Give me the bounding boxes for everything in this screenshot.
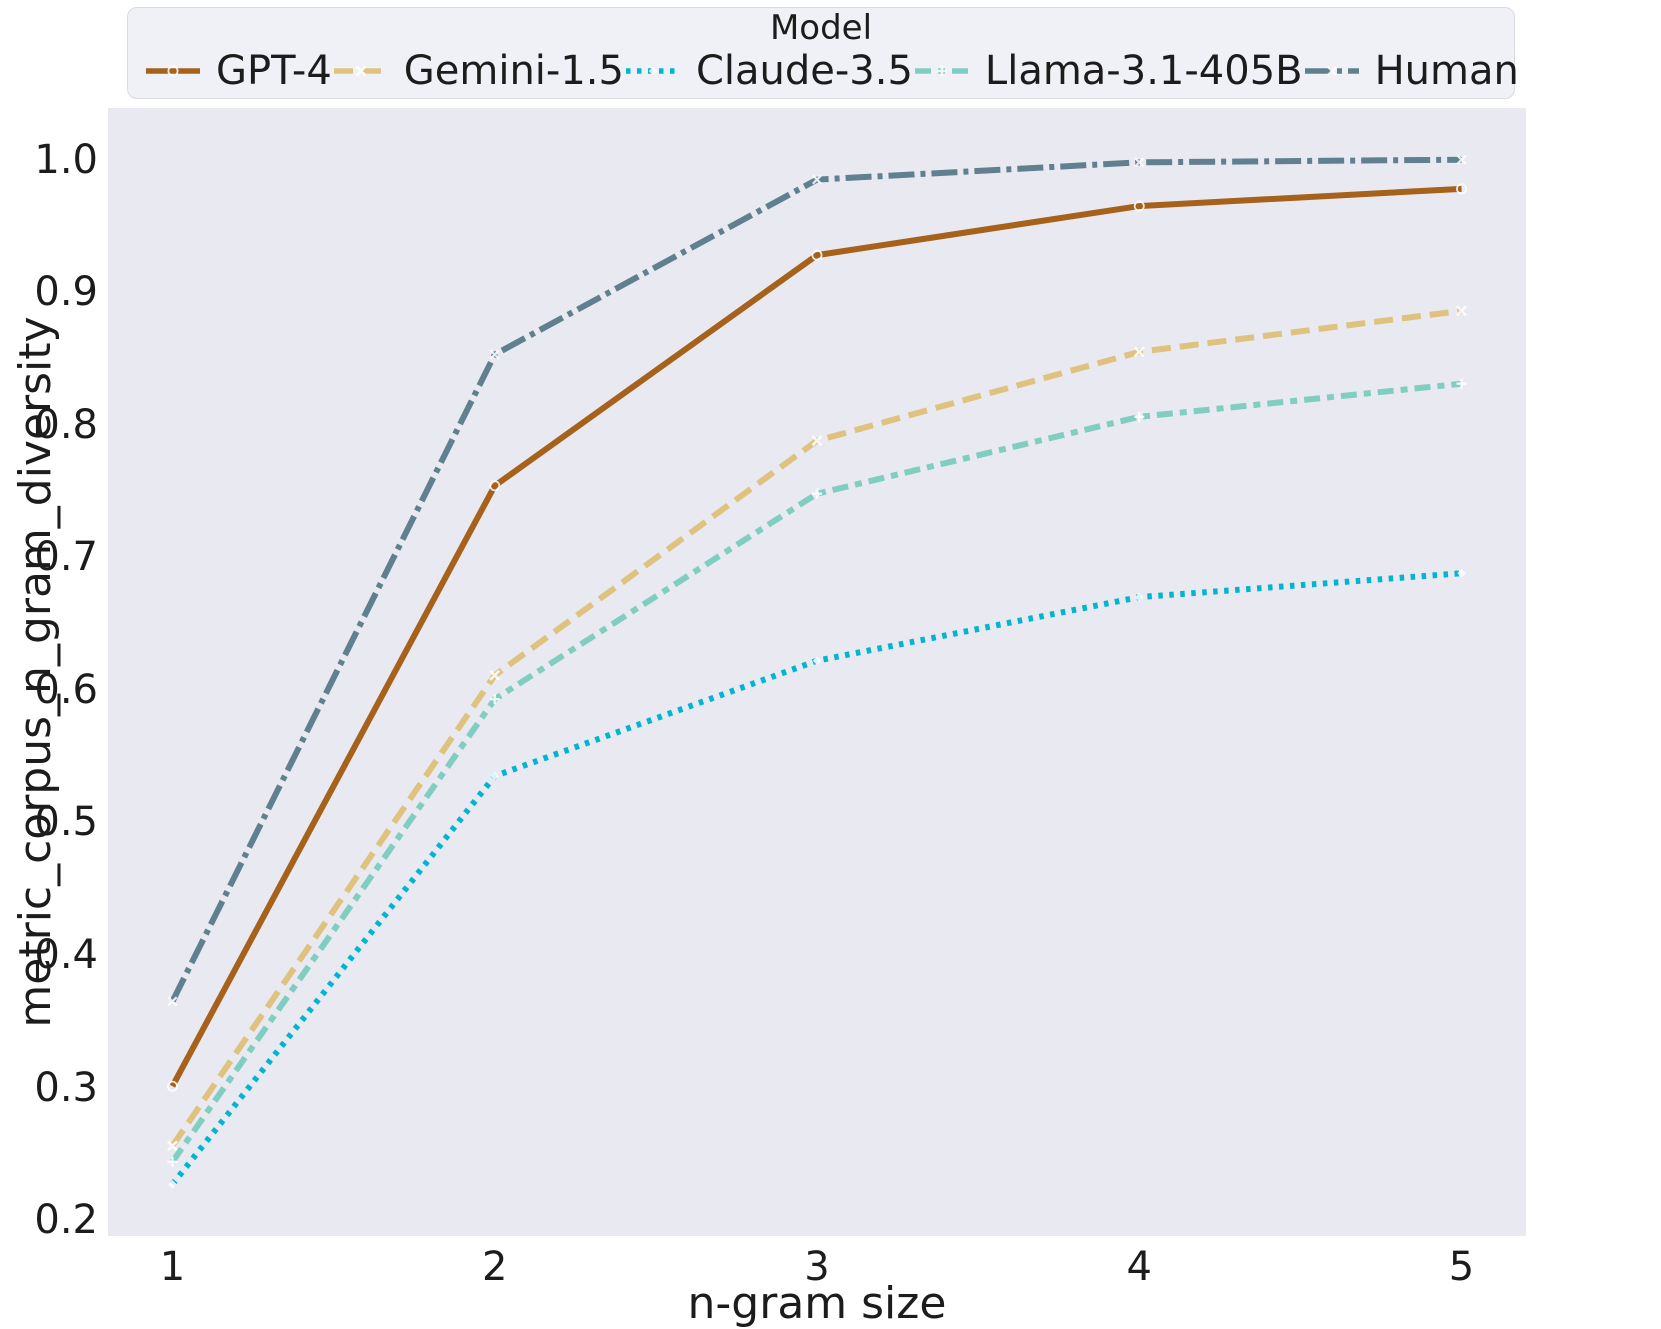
point-marker — [648, 66, 658, 76]
y-tick-label: 0.9 — [34, 269, 98, 316]
y-tick-label: 0.6 — [34, 666, 98, 713]
series-claude-3-5 — [168, 569, 1466, 1189]
y-tick-label: 0.8 — [34, 401, 98, 448]
point-marker — [1456, 305, 1468, 317]
legend-item-label: Llama-3.1-405B — [984, 48, 1303, 94]
legend-item-label: Gemini-1.5 — [403, 48, 624, 94]
legend-item-label: Human — [1374, 48, 1519, 94]
x-tick-label: 4 — [1126, 1244, 1152, 1290]
legend-item-gpt-4: GPT-4 — [144, 49, 332, 93]
series-gpt-4 — [166, 183, 1468, 1092]
point-marker — [355, 65, 367, 77]
y-tick-label: 0.4 — [34, 931, 98, 978]
x-axis-label: n-gram size — [687, 1278, 947, 1329]
y-tick-label: 0.7 — [34, 534, 98, 581]
y-tick-label: 0.2 — [34, 1197, 98, 1244]
line-human — [169, 156, 1462, 1003]
x-tick-label: 1 — [159, 1244, 186, 1290]
legend-swatch-icon — [146, 65, 200, 77]
legend-swatch-icon — [1304, 66, 1359, 76]
series-llama-3-1-405b — [167, 378, 1467, 1167]
point-marker — [167, 65, 179, 77]
point-marker — [812, 656, 822, 665]
point-marker — [166, 1140, 178, 1152]
point-marker — [812, 174, 822, 185]
point-marker — [1134, 411, 1145, 422]
legend: Model GPT-4 Gemini-1.5 Claude-3.5 Llama-3.1… — [127, 7, 1519, 99]
point-marker — [1133, 346, 1145, 358]
series-human — [167, 154, 1467, 1007]
point-marker — [490, 771, 499, 781]
point-marker — [1133, 200, 1145, 212]
plot-area — [108, 108, 1526, 1236]
point-marker — [1456, 183, 1468, 195]
point-marker — [489, 349, 500, 360]
point-marker — [167, 1156, 178, 1167]
point-marker — [1326, 66, 1337, 76]
legend-item-claude-3-5: Claude-3.5 — [624, 49, 913, 93]
legend-swatch-icon — [333, 65, 388, 77]
y-tick-label: 0.3 — [34, 1064, 98, 1111]
legend-item-gemini-1-5: Gemini-1.5 — [332, 49, 624, 93]
point-marker — [812, 488, 822, 499]
line-gpt-4 — [169, 185, 1462, 1088]
legend-item-label: GPT-4 — [216, 48, 332, 94]
legend-swatch-icon — [914, 66, 969, 76]
legend-item-llama-3-1-405b: Llama-3.1-405B — [913, 49, 1303, 93]
series-gemini-1-5 — [166, 305, 1468, 1152]
y-axis-label: metric_corpus_n_gram_diversity — [10, 316, 61, 1028]
point-marker — [1456, 154, 1467, 165]
legend-item-human: Human — [1303, 49, 1519, 93]
legend-items: GPT-4 Gemini-1.5 Claude-3.5 Llama-3.1-405B H… — [128, 47, 1519, 99]
point-marker — [1135, 592, 1144, 602]
legend-title: Model — [769, 8, 873, 48]
y-tick-label: 1.0 — [34, 136, 98, 183]
x-tick-label: 2 — [481, 1244, 508, 1290]
point-marker — [1457, 569, 1466, 578]
point-marker — [1134, 157, 1145, 168]
point-marker — [936, 66, 947, 76]
point-marker — [1456, 378, 1467, 389]
point-marker — [811, 249, 823, 261]
point-marker — [489, 480, 501, 492]
point-marker — [489, 694, 500, 705]
point-marker — [166, 1080, 178, 1092]
point-marker — [489, 669, 501, 681]
x-tick-label: 3 — [804, 1244, 830, 1290]
x-tick-label: 5 — [1448, 1244, 1475, 1290]
point-marker — [811, 435, 823, 447]
point-marker — [167, 996, 178, 1007]
y-tick-label: 0.5 — [34, 799, 98, 846]
legend-swatch-icon — [625, 66, 680, 76]
legend-item-label: Claude-3.5 — [695, 48, 913, 94]
line-llama-3-1-405b — [169, 380, 1462, 1164]
